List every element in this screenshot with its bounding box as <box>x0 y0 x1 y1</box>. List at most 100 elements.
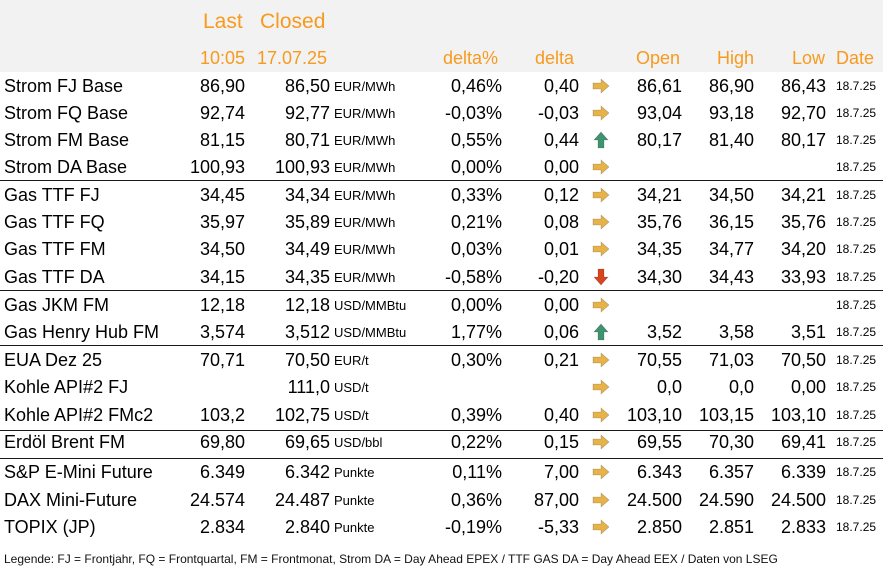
table-row: DAX Mini-Future 24.574 24.487 Punkte 0,36% 87… <box>0 487 883 514</box>
arrow-up-icon <box>593 323 609 341</box>
cell-last: 69,80 <box>199 432 245 452</box>
cell-closed: 24.487 <box>274 490 330 510</box>
cell-delta-pct: 0,39% <box>450 405 502 425</box>
table-row: Gas TTF DA 34,15 34,35 EUR/MWh -0,58% -0,20 34… <box>0 264 883 291</box>
cell-date: 18.7.25 <box>836 520 877 534</box>
cell-unit: EUR/MWh <box>334 106 396 121</box>
cell-open: 93,04 <box>636 103 682 123</box>
cell-name: DAX Mini-Future <box>4 490 138 510</box>
cell-date: 18.7.25 <box>836 270 877 284</box>
cell-closed: 100,93 <box>274 157 330 177</box>
header-closed: Closed <box>260 10 326 33</box>
cell-high: 36,15 <box>708 212 754 232</box>
cell-name: Gas TTF DA <box>4 267 105 287</box>
cell-closed: 92,77 <box>284 103 330 123</box>
cell-open: 103,10 <box>626 405 682 425</box>
arrow-right-icon <box>592 297 610 313</box>
table-row: Gas TTF FM 34,50 34,49 EUR/MWh 0,03% 0,01 34,3… <box>0 236 883 263</box>
cell-closed: 111,0 <box>287 377 330 397</box>
table-row: Gas Henry Hub FM 3,574 3,512 USD/MMBtu 1,77%… <box>0 319 883 346</box>
cell-closed: 12,18 <box>284 295 330 315</box>
cell-delta-pct: 0,30% <box>450 350 502 370</box>
header-closed-date: 17.07.25 <box>257 48 328 68</box>
cell-name: Erdöl Brent FM <box>4 432 126 452</box>
table-row: Strom FJ Base 86,90 86,50 EUR/MWh 0,46% 0,40 8… <box>0 73 883 100</box>
cell-name: Gas TTF FJ <box>4 185 100 205</box>
header-time: 10:05 <box>200 48 246 68</box>
arrow-right-icon <box>592 464 610 480</box>
cell-closed: 2.840 <box>284 517 330 537</box>
cell-date: 18.7.25 <box>836 408 877 422</box>
cell-low: 34,21 <box>780 185 826 205</box>
cell-delta-pct: -0,03% <box>444 103 502 123</box>
cell-delta-pct: 0,00% <box>450 157 502 177</box>
cell-low: 33,93 <box>780 267 826 287</box>
cell-name: Strom FM Base <box>4 130 130 150</box>
group-divider <box>0 430 883 431</box>
cell-open: 2.850 <box>636 517 682 537</box>
table-row: Gas TTF FQ 35,97 35,89 EUR/MWh 0,21% 0,08 35,7… <box>0 209 883 236</box>
cell-delta: 0,44 <box>543 130 579 150</box>
cell-open: 35,76 <box>636 212 682 232</box>
table-row: Strom DA Base 100,93 100,93 EUR/MWh 0,00% 0,0… <box>0 154 883 181</box>
cell-open: 69,55 <box>636 432 682 452</box>
cell-unit: USD/MMBtu <box>334 325 407 340</box>
cell-high: 3,58 <box>718 322 754 342</box>
cell-date: 18.7.25 <box>836 160 877 174</box>
arrow-right-icon <box>592 379 610 395</box>
cell-name: TOPIX (JP) <box>4 517 96 537</box>
header-delta: delta <box>535 48 575 68</box>
cell-last: 81,15 <box>199 130 245 150</box>
cell-date: 18.7.25 <box>836 106 877 120</box>
header-date: Date <box>836 48 875 68</box>
cell-high: 34,77 <box>708 239 754 259</box>
cell-open: 86,61 <box>636 76 682 96</box>
group-divider <box>0 180 883 181</box>
cell-unit: EUR/MWh <box>334 160 396 175</box>
cell-high: 81,40 <box>708 130 754 150</box>
cell-closed: 70,50 <box>284 350 330 370</box>
cell-last: 2.834 <box>199 517 245 537</box>
table-row: TOPIX (JP) 2.834 2.840 Punkte -0,19% -5,33 2.8… <box>0 514 883 541</box>
cell-date: 18.7.25 <box>836 325 877 339</box>
cell-low: 103,10 <box>770 405 826 425</box>
cell-unit: EUR/MWh <box>334 242 396 257</box>
cell-delta-pct: 0,55% <box>450 130 502 150</box>
table-row: S&P E-Mini Future 6.349 6.342 Punkte 0,11% 7,… <box>0 459 883 486</box>
cell-unit: USD/t <box>334 408 369 423</box>
cell-unit: EUR/MWh <box>334 79 396 94</box>
cell-last: 3,574 <box>199 322 245 342</box>
arrow-right-icon <box>592 352 610 368</box>
cell-delta-pct: 1,77% <box>450 322 502 342</box>
table-row: Strom FM Base 81,15 80,71 EUR/MWh 0,55% 0,44 8… <box>0 127 883 154</box>
arrow-right-icon <box>592 241 610 257</box>
legend-note: Legende: FJ = Frontjahr, FQ = Frontquart… <box>4 552 778 566</box>
arrow-right-icon <box>592 492 610 508</box>
header-delta-pct: delta% <box>443 48 499 68</box>
cell-last: 34,15 <box>199 267 245 287</box>
cell-unit: EUR/MWh <box>334 215 396 230</box>
arrow-right-icon <box>592 159 610 175</box>
cell-closed: 34,35 <box>284 267 330 287</box>
cell-last: 70,71 <box>199 350 245 370</box>
cell-date: 18.7.25 <box>836 79 877 93</box>
cell-delta-pct: 0,33% <box>450 185 502 205</box>
arrow-right-icon <box>592 105 610 121</box>
cell-delta: 0,01 <box>543 239 579 259</box>
cell-delta: -5,33 <box>537 517 579 537</box>
cell-delta: 0,21 <box>543 350 579 370</box>
cell-delta-pct: 0,00% <box>450 295 502 315</box>
table-row: Kohle API#2 FMc2 103,2 102,75 USD/t 0,39% 0,4… <box>0 402 883 429</box>
cell-last: 92,74 <box>199 103 245 123</box>
cell-closed: 35,89 <box>284 212 330 232</box>
cell-last: 35,97 <box>199 212 245 232</box>
cell-name: Gas Henry Hub FM <box>4 322 160 342</box>
arrow-right-icon <box>592 214 610 230</box>
arrow-up-icon <box>593 131 609 149</box>
cell-low: 0,00 <box>790 377 826 397</box>
cell-delta: -0,20 <box>537 267 579 287</box>
cell-last: 86,90 <box>199 76 245 96</box>
arrow-right-icon <box>592 407 610 423</box>
cell-name: Gas TTF FM <box>4 239 106 259</box>
cell-high: 34,50 <box>708 185 754 205</box>
